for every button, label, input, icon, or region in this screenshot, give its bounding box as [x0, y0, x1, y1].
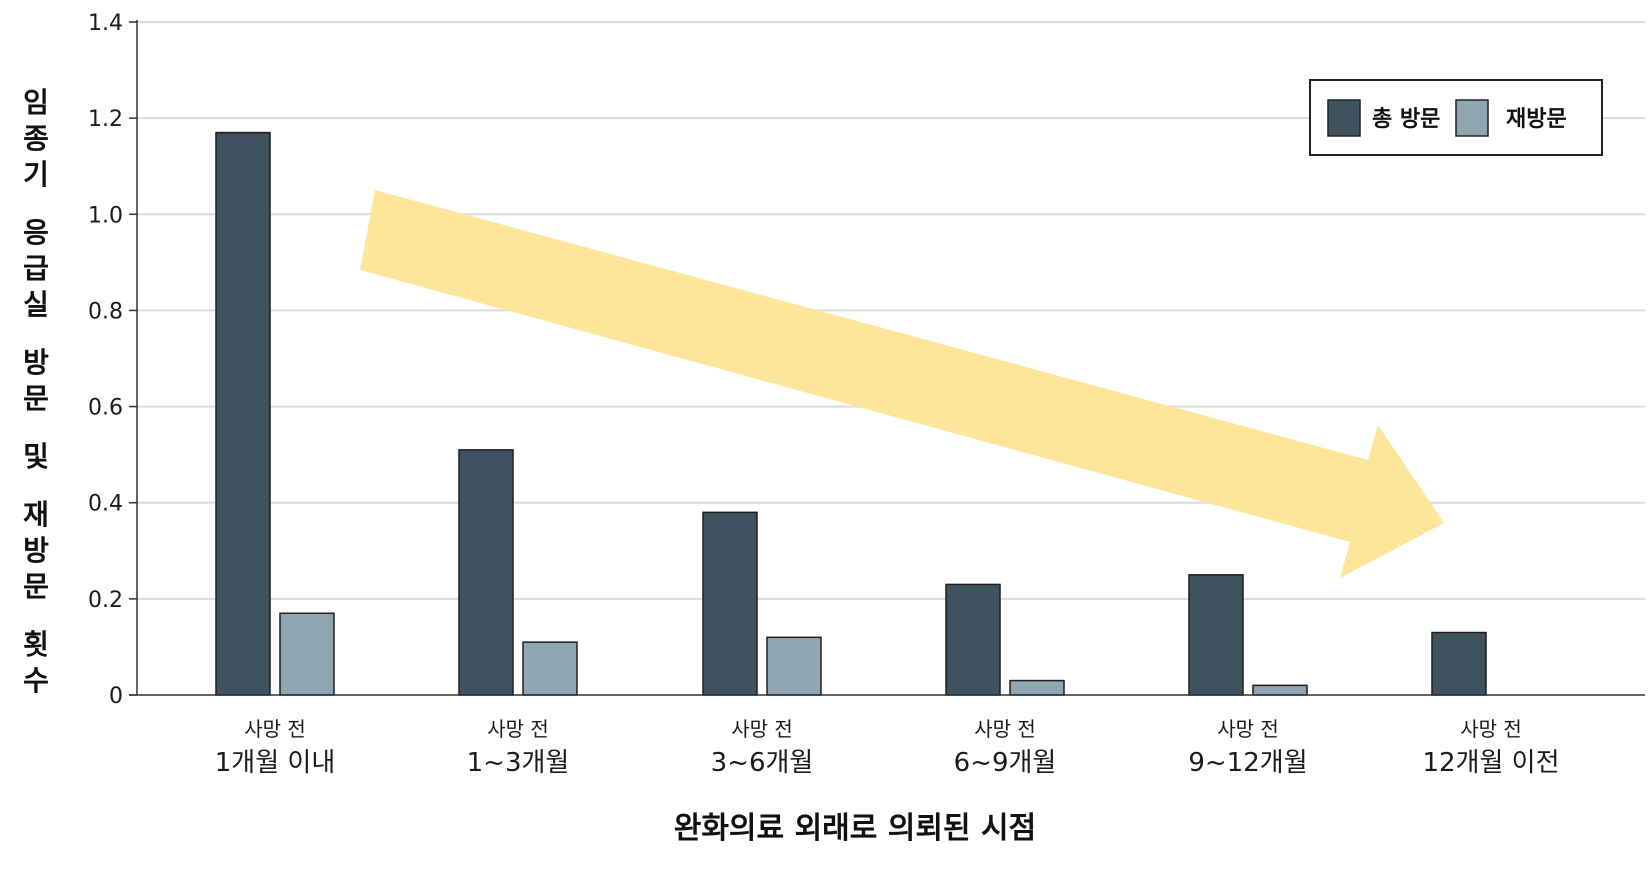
y-tick-label: 1.2 — [88, 107, 123, 132]
legend-swatch-revisits — [1455, 99, 1489, 137]
bar-total-visits — [1431, 631, 1487, 696]
y-axis-label-char: 재 — [23, 498, 49, 531]
y-axis-label-char: 방 — [23, 346, 49, 379]
x-tick-label-sub: 사망 전 — [1217, 717, 1279, 741]
x-tick-label: 9~12개월 — [1188, 748, 1307, 778]
bar-total-visits — [215, 131, 271, 696]
bar-total-visits — [458, 449, 514, 696]
x-tick-labels: 사망 전 1개월 이내 사망 전 1~3개월 사망 전 3~6개월 사망 전 6~9개월 사망 … — [215, 717, 1560, 778]
bar-total-visits — [945, 583, 1001, 696]
bar-revisits — [522, 641, 578, 696]
y-tick-label: 1.4 — [88, 11, 123, 36]
bar-total-visits — [1188, 574, 1244, 696]
y-axis-label-char: 응 — [23, 216, 49, 249]
y-axis-label-char: 문 — [23, 382, 49, 415]
bar-total-visits — [702, 511, 758, 696]
x-tick-label: 1개월 이내 — [215, 748, 336, 778]
bar-revisits — [1252, 684, 1308, 696]
y-axis-label-char: 방 — [23, 534, 49, 567]
axes — [129, 20, 1645, 696]
legend-label-total-visits: 총 방문 — [1372, 107, 1440, 132]
trend-arrow — [360, 190, 1444, 578]
y-tick-label: 0.2 — [88, 588, 123, 613]
x-tick-label: 3~6개월 — [711, 748, 814, 778]
legend: 총 방문 재방문 — [1309, 79, 1603, 156]
y-axis-label-char: 기 — [23, 158, 49, 191]
x-tick-label: 6~9개월 — [954, 748, 1057, 778]
y-tick-labels: 0 0.2 0.4 0.6 0.8 1.0 1.2 1.4 — [88, 11, 123, 709]
legend-swatch-total-visits — [1327, 99, 1361, 137]
bar-revisits — [766, 636, 822, 696]
y-tick-label: 1.0 — [88, 203, 123, 228]
x-tick-label: 1~3개월 — [467, 748, 570, 778]
y-axis-label-char: 수 — [23, 664, 49, 697]
x-tick-label-sub: 사망 전 — [1460, 717, 1522, 741]
y-axis-label-char: 급 — [23, 252, 49, 285]
x-axis-label: 완화의료 외래로 의뢰된 시점 — [674, 811, 1037, 846]
y-axis-label-char: 실 — [23, 288, 49, 321]
bar-revisits — [1009, 679, 1065, 696]
x-tick-label-sub: 사망 전 — [974, 717, 1036, 741]
trend-arrow-shape — [360, 190, 1444, 578]
y-axis-label-char: 종 — [23, 122, 49, 155]
x-tick-label-sub: 사망 전 — [731, 717, 793, 741]
y-axis-label-char: 및 — [23, 440, 49, 473]
x-tick-label: 12개월 이전 — [1422, 748, 1559, 778]
legend-label-revisits: 재방문 — [1506, 107, 1567, 132]
y-tick-label: 0.8 — [88, 299, 123, 324]
x-tick-label-sub: 사망 전 — [487, 717, 549, 741]
x-tick-label-sub: 사망 전 — [244, 717, 306, 741]
bar-revisits — [279, 612, 335, 696]
y-tick-label: 0 — [109, 684, 123, 709]
y-tick-label: 0.4 — [88, 492, 123, 517]
y-tick-label: 0.6 — [88, 396, 123, 421]
y-axis-label-char: 횟 — [23, 628, 49, 661]
y-axis-label-char: 문 — [23, 570, 49, 603]
y-axis-label-char: 임 — [23, 86, 49, 119]
